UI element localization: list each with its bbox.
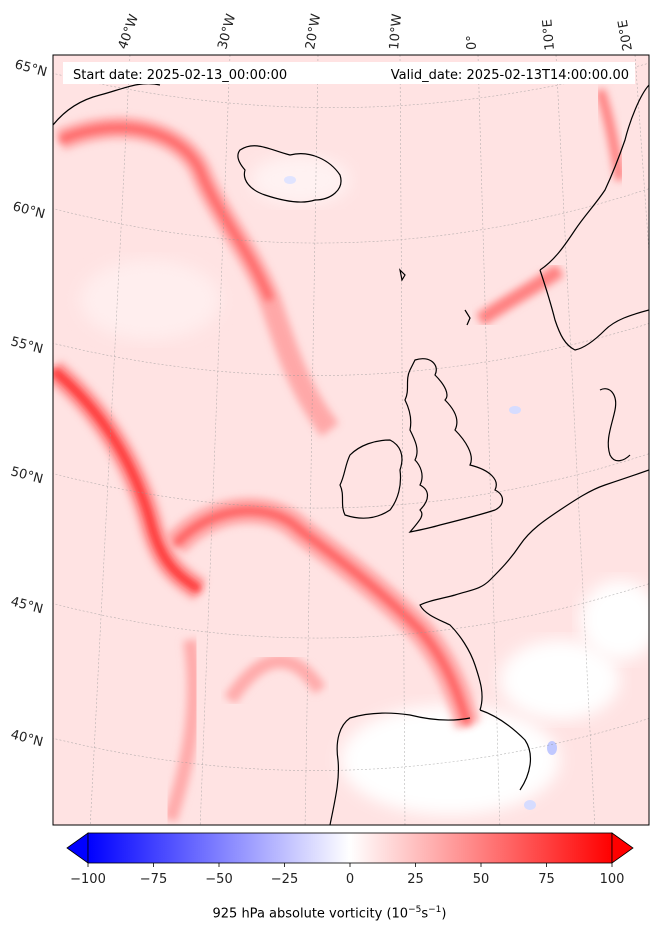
lat-label-55n: 55°N: [9, 334, 45, 357]
colorbar-tick-label: −50: [205, 872, 232, 887]
lon-label-20w: 20°W: [303, 13, 324, 51]
colorbar-tick-label: 25: [407, 872, 424, 887]
colorbar-tick-label: −25: [271, 872, 298, 887]
colorbar-tick-label: 0: [346, 872, 354, 887]
lat-label-50n: 50°N: [9, 464, 45, 487]
colorbar-title: 925 hPa absolute vorticity (10−5s−1): [212, 905, 447, 922]
colorbar-max-extend: [611, 832, 634, 864]
lat-label-65n: 65°N: [13, 57, 49, 80]
header-band: [63, 62, 635, 84]
lon-label-30w: 30°W: [215, 12, 239, 51]
lon-label-10e: 10°E: [540, 19, 558, 51]
start-date-label: Start date: 2025-02-13_00:00:00: [73, 68, 287, 83]
colorbar-min-extend: [66, 832, 89, 864]
valid-date-label: Valid_date: 2025-02-13T14:00:00.00: [391, 68, 629, 83]
map-frame: [52, 54, 650, 826]
colorbar: −100 −75 −50 −25 0 25 50 75 100: [66, 832, 634, 887]
colorbar-tick-label: −100: [70, 872, 106, 887]
lon-label-10w: 10°W: [387, 13, 405, 50]
lat-label-45n: 45°N: [9, 594, 45, 617]
latitude-labels: 65°N 60°N 55°N 50°N 45°N 40°N: [9, 57, 49, 750]
colorbar-tick-label: 100: [600, 872, 625, 887]
vorticity-field: [53, 55, 649, 825]
colorbar-tick-label: −75: [140, 872, 167, 887]
lon-label-20e: 20°E: [616, 19, 636, 52]
lon-label-40w: 40°W: [116, 12, 142, 51]
coastlines: [53, 83, 649, 825]
longitude-labels: 40°W 30°W 20°W 10°W 0° 10°E 20°E: [116, 12, 636, 52]
lat-label-60n: 60°N: [11, 199, 47, 222]
colorbar-tick-label: 50: [473, 872, 490, 887]
colorbar-bar: [87, 832, 613, 864]
colorbar-tick-label: 75: [538, 872, 555, 887]
lon-label-0: 0°: [465, 35, 480, 50]
lat-label-40n: 40°N: [9, 727, 45, 750]
